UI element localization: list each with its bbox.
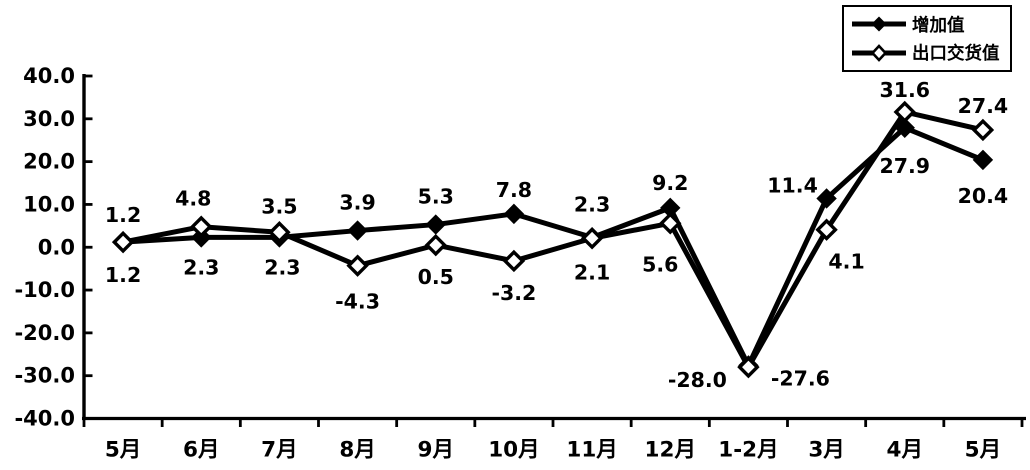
legend: 增加值 出口交货值: [842, 5, 1012, 72]
x-tick-label: 3月: [808, 438, 844, 463]
data-point-marker-open: [190, 215, 213, 238]
data-point-marker-open: [268, 221, 291, 244]
data-label: 11.4: [767, 173, 818, 197]
data-label: 31.6: [879, 78, 930, 102]
x-tick-label: 1-2月: [718, 438, 778, 463]
data-label: 3.9: [339, 191, 375, 215]
data-label: 2.3: [264, 255, 300, 279]
x-tick-label: 9月: [418, 438, 454, 463]
y-tick-label: 40.0: [23, 64, 75, 88]
data-label: 2.1: [574, 260, 610, 284]
data-label: 20.4: [958, 184, 1009, 208]
legend-label-increase-value: 增加值: [912, 15, 965, 36]
y-tick-label: 30.0: [23, 107, 75, 131]
data-point-marker-filled: [425, 214, 446, 235]
data-point-marker-open: [737, 355, 760, 379]
data-point-marker-filled: [894, 117, 915, 139]
data-label: -3.2: [492, 281, 537, 305]
data-point-marker-open: [893, 100, 916, 124]
data-point-marker-filled: [503, 203, 525, 225]
data-label: 7.8: [496, 178, 532, 202]
x-tick-label: 11月: [566, 438, 617, 463]
y-tick-label: 0.0: [38, 235, 75, 259]
x-tick-label: 7月: [261, 438, 297, 463]
data-label: 5.3: [418, 185, 454, 209]
legend-label-export-delivery-value: 出口交货值: [912, 44, 1000, 65]
data-label: 2.3: [574, 192, 610, 216]
data-label: -27.6: [771, 366, 830, 390]
data-point-marker-open: [659, 212, 682, 235]
data-label: -4.3: [335, 290, 380, 314]
series-0-line: [120, 125, 986, 368]
data-label: 3.5: [261, 194, 297, 218]
open-diamond-line-icon: [852, 43, 906, 62]
x-tick-label: 5月: [965, 438, 1001, 463]
data-point-marker-open: [346, 254, 369, 277]
data-point-marker-open: [424, 233, 447, 257]
y-tick-label: 10.0: [23, 192, 75, 216]
data-point-marker-open: [111, 230, 135, 254]
series-1-line: [120, 109, 986, 370]
y-tick-label: -40.0: [14, 407, 75, 431]
data-label: 1.2: [105, 263, 141, 287]
y-tick-label: -10.0: [14, 278, 75, 302]
data-label: -28.0: [668, 368, 727, 392]
x-tick-label: 12月: [645, 438, 696, 463]
x-tick-label: 6月: [183, 438, 219, 463]
data-point-marker-filled: [816, 188, 837, 209]
data-label: 2.3: [183, 255, 219, 279]
y-tick-label: -30.0: [14, 364, 75, 388]
y-tick-label: -20.0: [14, 321, 75, 345]
x-tick-label: 5月: [105, 438, 141, 463]
data-label: 27.4: [958, 94, 1009, 118]
legend-item-export-delivery-value: 出口交货值: [851, 40, 1008, 65]
data-point-marker-filled: [347, 220, 368, 241]
x-tick-label: 8月: [339, 438, 375, 463]
data-label: 4.1: [828, 250, 864, 274]
legend-item-increase-value: 增加值: [851, 12, 1008, 37]
x-tick-label: 10月: [488, 438, 539, 463]
filled-diamond-line-icon: [852, 16, 906, 32]
data-label: 0.5: [418, 265, 454, 289]
data-point-marker-filled: [972, 149, 994, 171]
data-label: 1.2: [105, 203, 141, 227]
data-point-marker-open: [815, 218, 838, 241]
data-label: 4.8: [175, 187, 211, 211]
data-point-marker-open: [502, 249, 526, 273]
data-label: 9.2: [652, 171, 688, 195]
x-tick-label: 4月: [887, 438, 923, 463]
data-point-marker-open: [971, 118, 995, 142]
y-tick-label: 20.0: [23, 150, 75, 174]
data-label: 27.9: [879, 154, 930, 178]
data-point-marker-open: [580, 227, 604, 250]
data-label: 5.6: [642, 252, 678, 276]
